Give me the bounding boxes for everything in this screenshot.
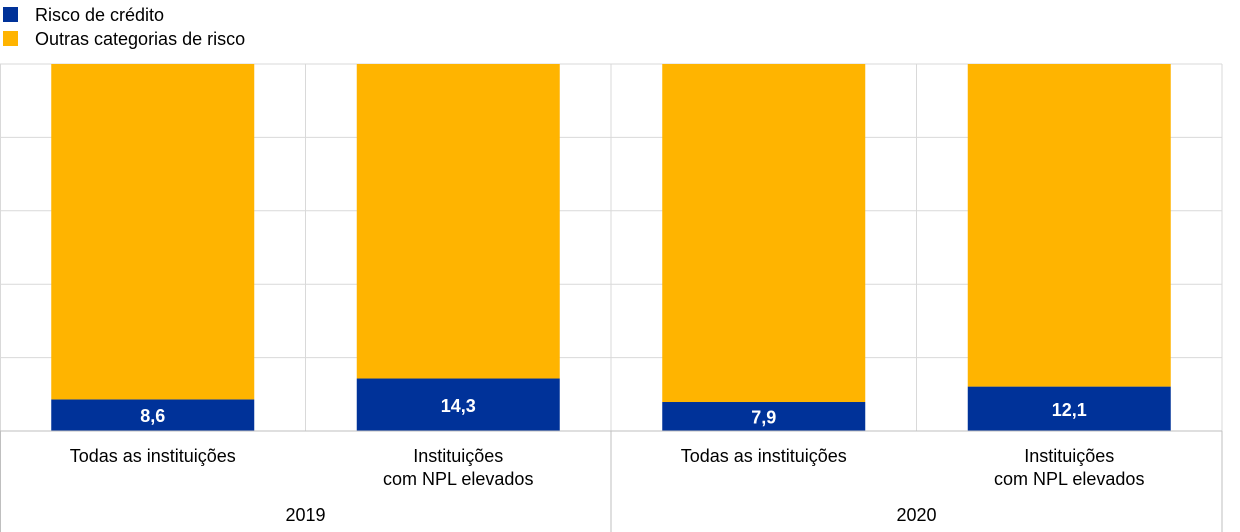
category-label: Todas as instituições (681, 446, 847, 466)
category-label: com NPL elevados (994, 469, 1144, 489)
bars: 8,6 14,3 7,9 12,1 (51, 64, 1171, 431)
bar-segment (51, 399, 255, 431)
data-label: 14,3 (441, 396, 476, 416)
bar-segment (967, 64, 1171, 387)
bar-segment (662, 402, 866, 431)
legend-label: Risco de crédito (35, 5, 164, 25)
group-label: 2020 (896, 505, 936, 525)
legend-swatch (3, 31, 18, 46)
bar-segment (356, 64, 560, 379)
category-label: Instituições (413, 446, 503, 466)
category-label: com NPL elevados (383, 469, 533, 489)
data-label: 12,1 (1052, 400, 1087, 420)
legend: Risco de crédito Outras categorias de ris… (3, 5, 245, 49)
legend-swatch (3, 7, 18, 22)
bar-segment (51, 64, 255, 400)
bar-segment (662, 64, 866, 403)
data-label: 8,6 (140, 406, 165, 426)
legend-label: Outras categorias de risco (35, 29, 245, 49)
category-axis: Todas as instituições Instituições com NPL… (0, 430, 1223, 532)
category-label: Todas as instituições (70, 446, 236, 466)
category-label: Instituições (1024, 446, 1114, 466)
group-label: 2019 (285, 505, 325, 525)
bar-segment (967, 386, 1171, 431)
data-label: 7,9 (751, 408, 776, 428)
bar-segment (356, 378, 560, 431)
